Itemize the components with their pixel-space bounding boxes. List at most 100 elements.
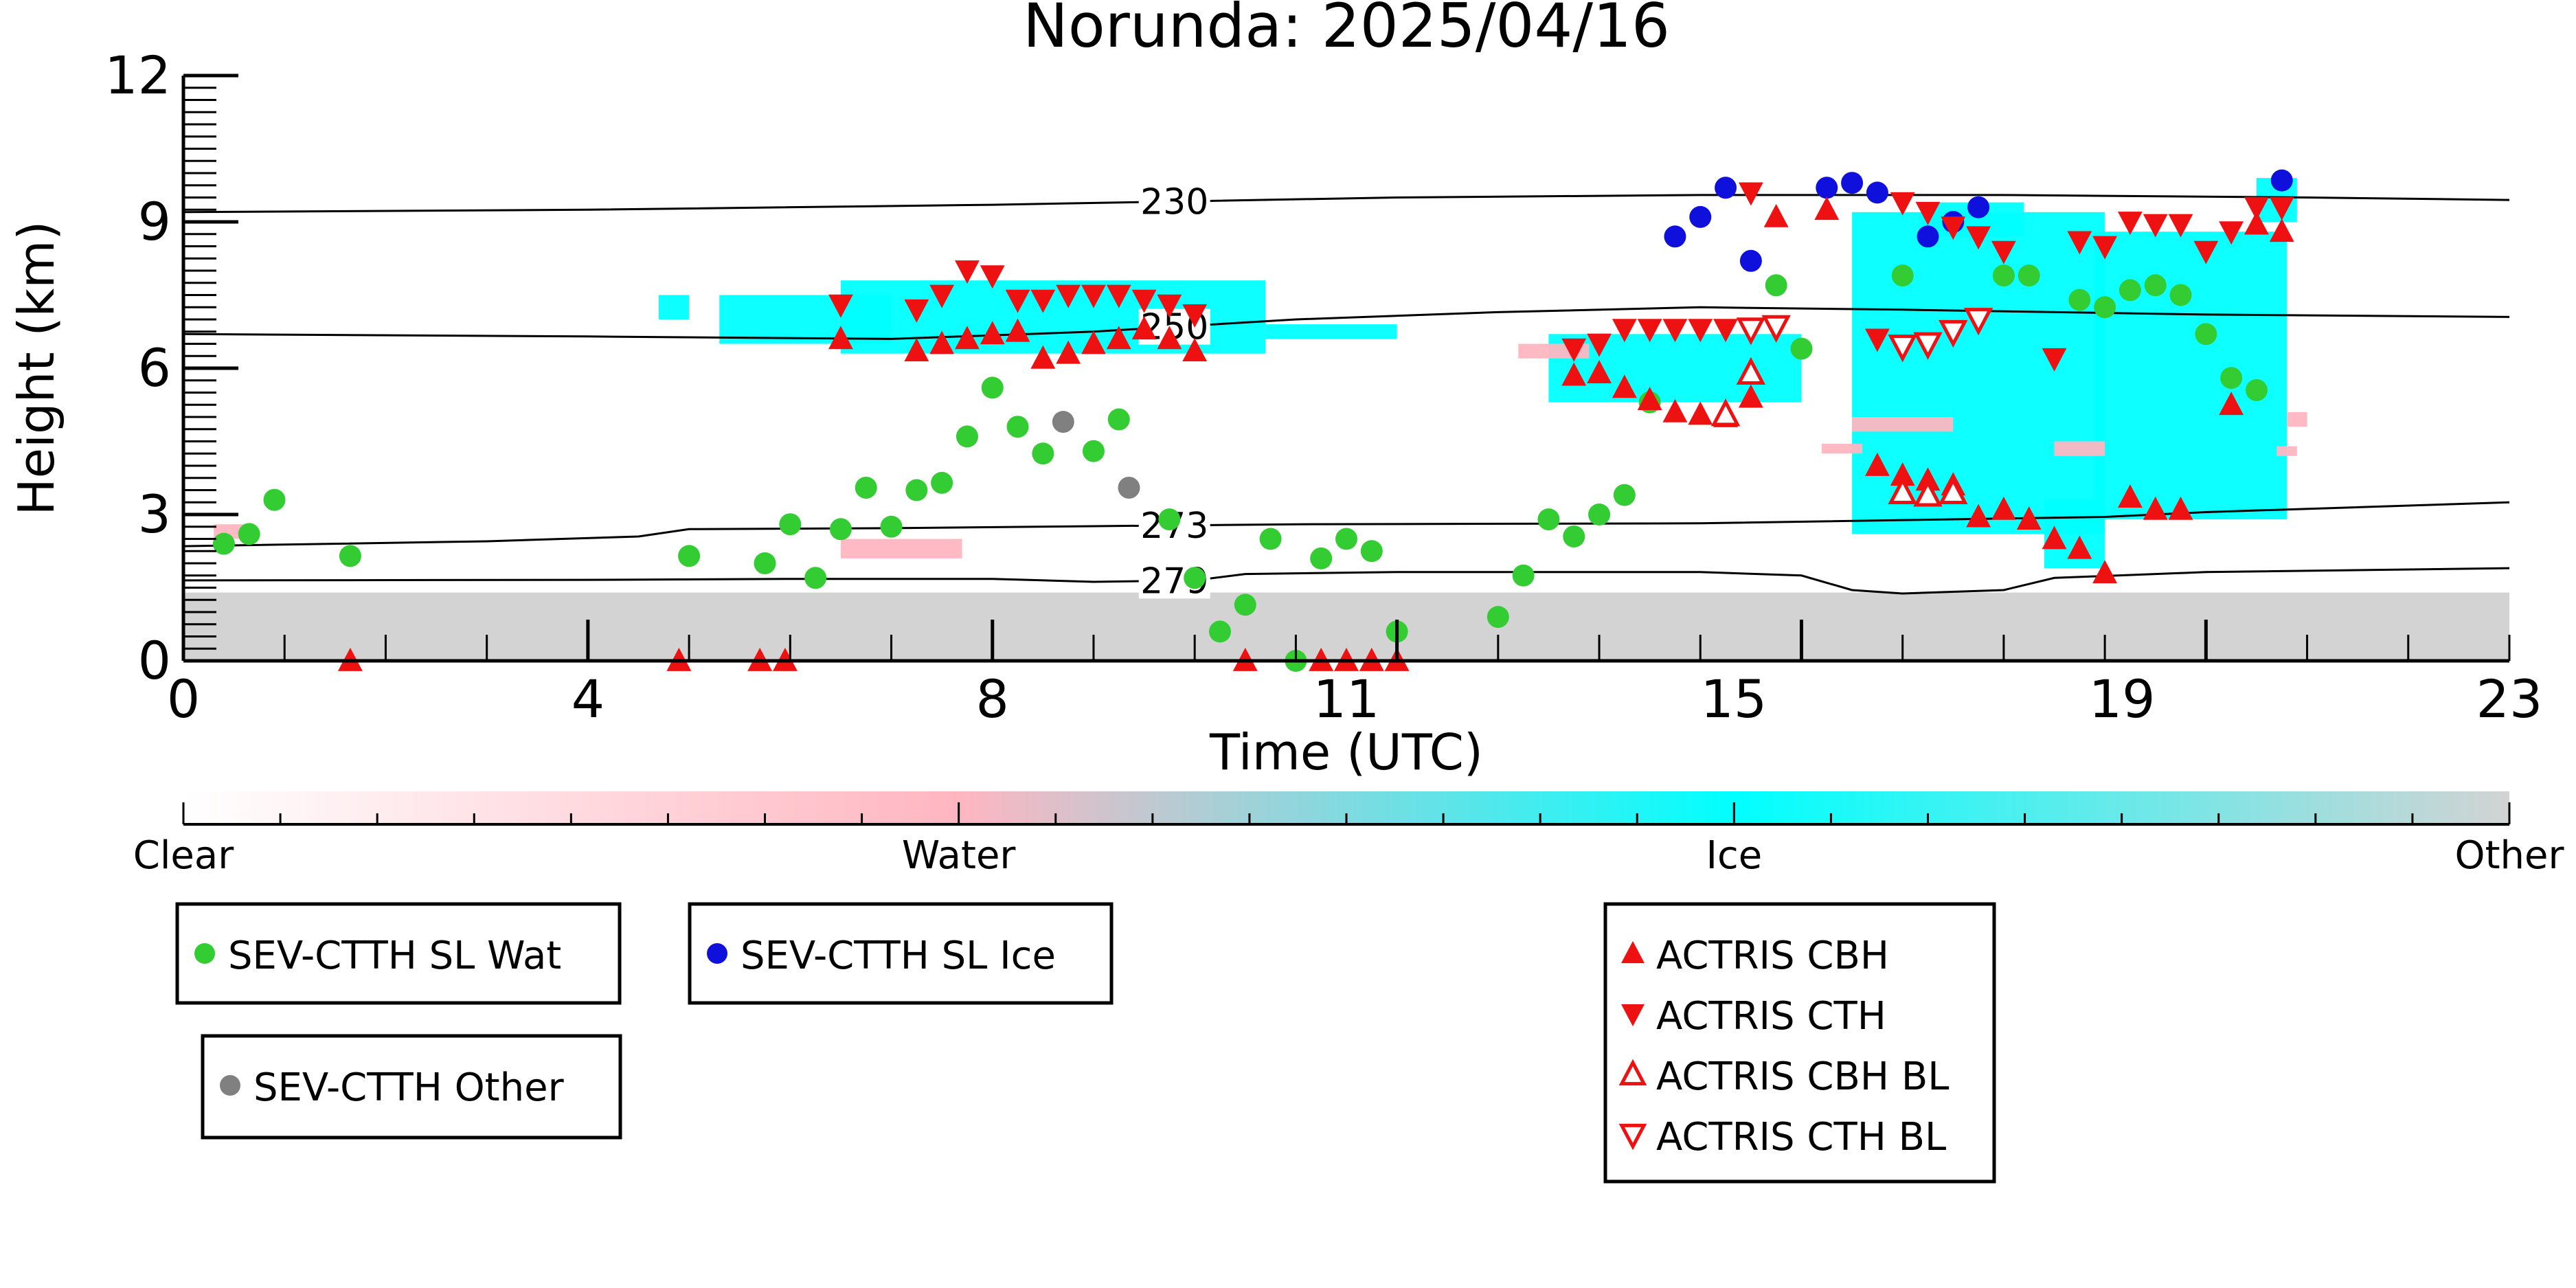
data-point [829,518,852,541]
data-point [1208,620,1231,643]
data-point [2168,214,2193,238]
data-point [2068,289,2091,311]
legend-label: ACTRIS CBH [1656,934,1889,978]
data-point [1157,326,1182,350]
data-point [1966,504,1991,528]
data-point [779,513,802,536]
data-point [263,488,286,511]
data-point [2042,526,2067,550]
series-sev-ctth-other [1052,411,1140,499]
data-point [1052,411,1074,433]
data-point [1182,304,1208,328]
data-point [1637,387,1662,411]
data-point [1662,398,1688,422]
isotherm-230 [183,194,2510,214]
data-point [1888,335,1917,363]
data-point [804,567,827,589]
data-point [980,265,1005,289]
data-point [2092,236,2118,260]
data-point [1939,476,1968,504]
colorbar-label-other: Other [2454,833,2564,878]
region-ice [2094,231,2287,520]
data-point [2168,496,2193,520]
legend-box: SEV-CTTH Other [201,1034,622,1140]
data-point [2244,211,2269,235]
colorbar-label-water: Water [902,833,1017,878]
legend-label: ACTRIS CTH [1656,994,1886,1039]
data-point [931,471,953,494]
data-point [1864,328,1890,352]
data-point [955,260,980,284]
data-point [1157,294,1182,318]
region-ice [1548,334,1802,403]
x-tick-label: 4 [572,668,605,730]
region-water [2054,441,2105,456]
data-point [1715,177,1737,199]
data-point [1081,330,1106,354]
legend-marker [220,1075,240,1096]
data-point [2143,496,2168,520]
data-point [678,545,701,567]
data-point [1563,525,1585,547]
data-point [1259,528,1282,550]
data-point [1814,196,1840,221]
data-point [2143,214,2168,238]
data-point [1310,547,1333,569]
data-point [1816,177,1838,199]
data-point [2094,296,2116,319]
isotherm-279 [183,567,2510,595]
data-point [956,425,978,448]
data-point [904,299,929,323]
data-point [1991,240,2016,264]
data-point [1537,508,1560,531]
data-point [1234,594,1256,616]
legend-marker [1618,1123,1647,1151]
data-point [1967,196,1990,218]
legend-marker [1621,940,1645,964]
data-point [1688,401,1713,425]
data-point [1738,384,1763,408]
data-point [212,532,235,555]
isotherm-250 [183,306,2510,340]
legend-label: ACTRIS CBH BL [1656,1054,1949,1099]
data-point [980,321,1005,345]
data-point [1561,338,1587,362]
data-point [1006,416,1029,438]
legend-frame [201,1034,622,1140]
data-point [1866,181,1888,204]
data-point [2016,506,2042,530]
colorbar: Clear Water Ice Other [133,791,2564,878]
data-point [2144,274,2167,297]
data-point [2244,196,2269,221]
data-point [929,330,955,354]
x-axis-label: Time (UTC) [1209,723,1483,781]
y-tick-label: 0 [138,630,171,691]
data-point [981,376,1004,399]
region-ice [658,295,690,319]
y-tick-label: 6 [138,337,171,398]
data-point [1761,315,1791,343]
data-point [1637,319,1662,343]
y-tick-label: 12 [104,45,171,106]
data-point [2193,240,2219,264]
data-point [1056,340,1081,364]
data-point [1864,452,1890,476]
legend-marker [707,943,727,964]
data-point [2220,367,2243,389]
data-point [2270,169,2293,192]
data-point [1005,318,1030,342]
data-point [1713,319,1738,343]
legend-label: ACTRIS CTH BL [1656,1115,1946,1160]
data-point [1184,567,1206,589]
data-point [1710,398,1741,427]
data-point [1992,264,2015,287]
data-point [2067,535,2092,559]
data-point [1664,225,1686,248]
data-point [1106,326,1131,350]
legend-frame [1603,902,1996,1184]
data-point [1689,205,1712,228]
legend-box: SEV-CTTH SL Wat [175,902,622,1005]
region-ice [1852,212,2105,534]
data-point [1487,606,1509,629]
series-actris-cbh-bl [1710,357,1968,507]
